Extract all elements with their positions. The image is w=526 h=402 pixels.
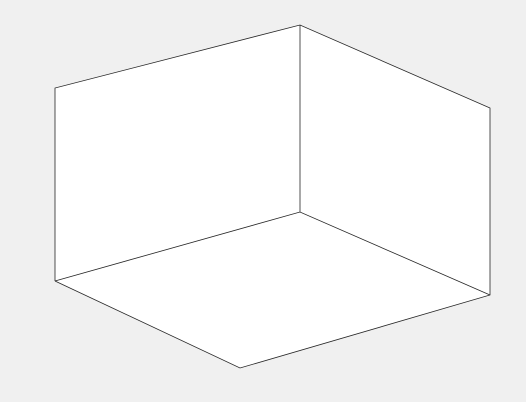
box-outline xyxy=(54,24,491,369)
box-edges xyxy=(54,24,491,369)
axes-pane xyxy=(55,25,490,368)
